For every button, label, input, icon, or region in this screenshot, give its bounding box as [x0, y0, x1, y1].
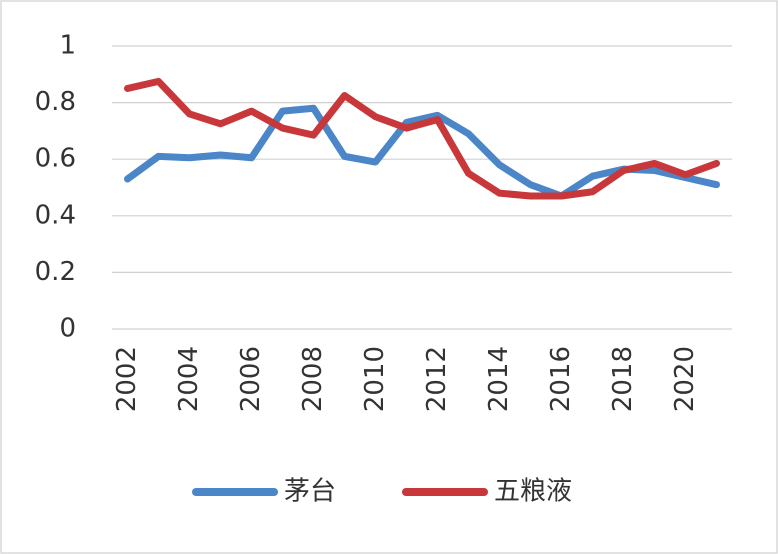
x-tick-label: 2002 — [112, 346, 142, 412]
legend-label: 茅台 — [284, 477, 336, 507]
x-tick-label: 2018 — [608, 346, 638, 412]
series-line — [124, 77, 720, 200]
x-tick-label: 2016 — [546, 346, 576, 412]
x-tick-label: 2020 — [670, 346, 700, 412]
x-tick-label: 2012 — [422, 346, 452, 412]
y-tick-label: 1 — [59, 31, 76, 61]
y-tick-label: 0.6 — [35, 144, 76, 174]
x-tick-label: 2008 — [298, 346, 328, 412]
y-tick-label: 0 — [59, 314, 76, 344]
x-tick-label: 2006 — [236, 346, 266, 412]
x-tick-label: 2010 — [360, 346, 390, 412]
x-tick-label: 2014 — [484, 346, 514, 412]
y-tick-label: 0.2 — [35, 257, 76, 287]
legend-label: 五粮液 — [494, 477, 572, 507]
x-tick-label: 2004 — [174, 346, 204, 412]
y-tick-label: 0.4 — [35, 200, 76, 230]
y-tick-label: 0.8 — [35, 87, 76, 117]
